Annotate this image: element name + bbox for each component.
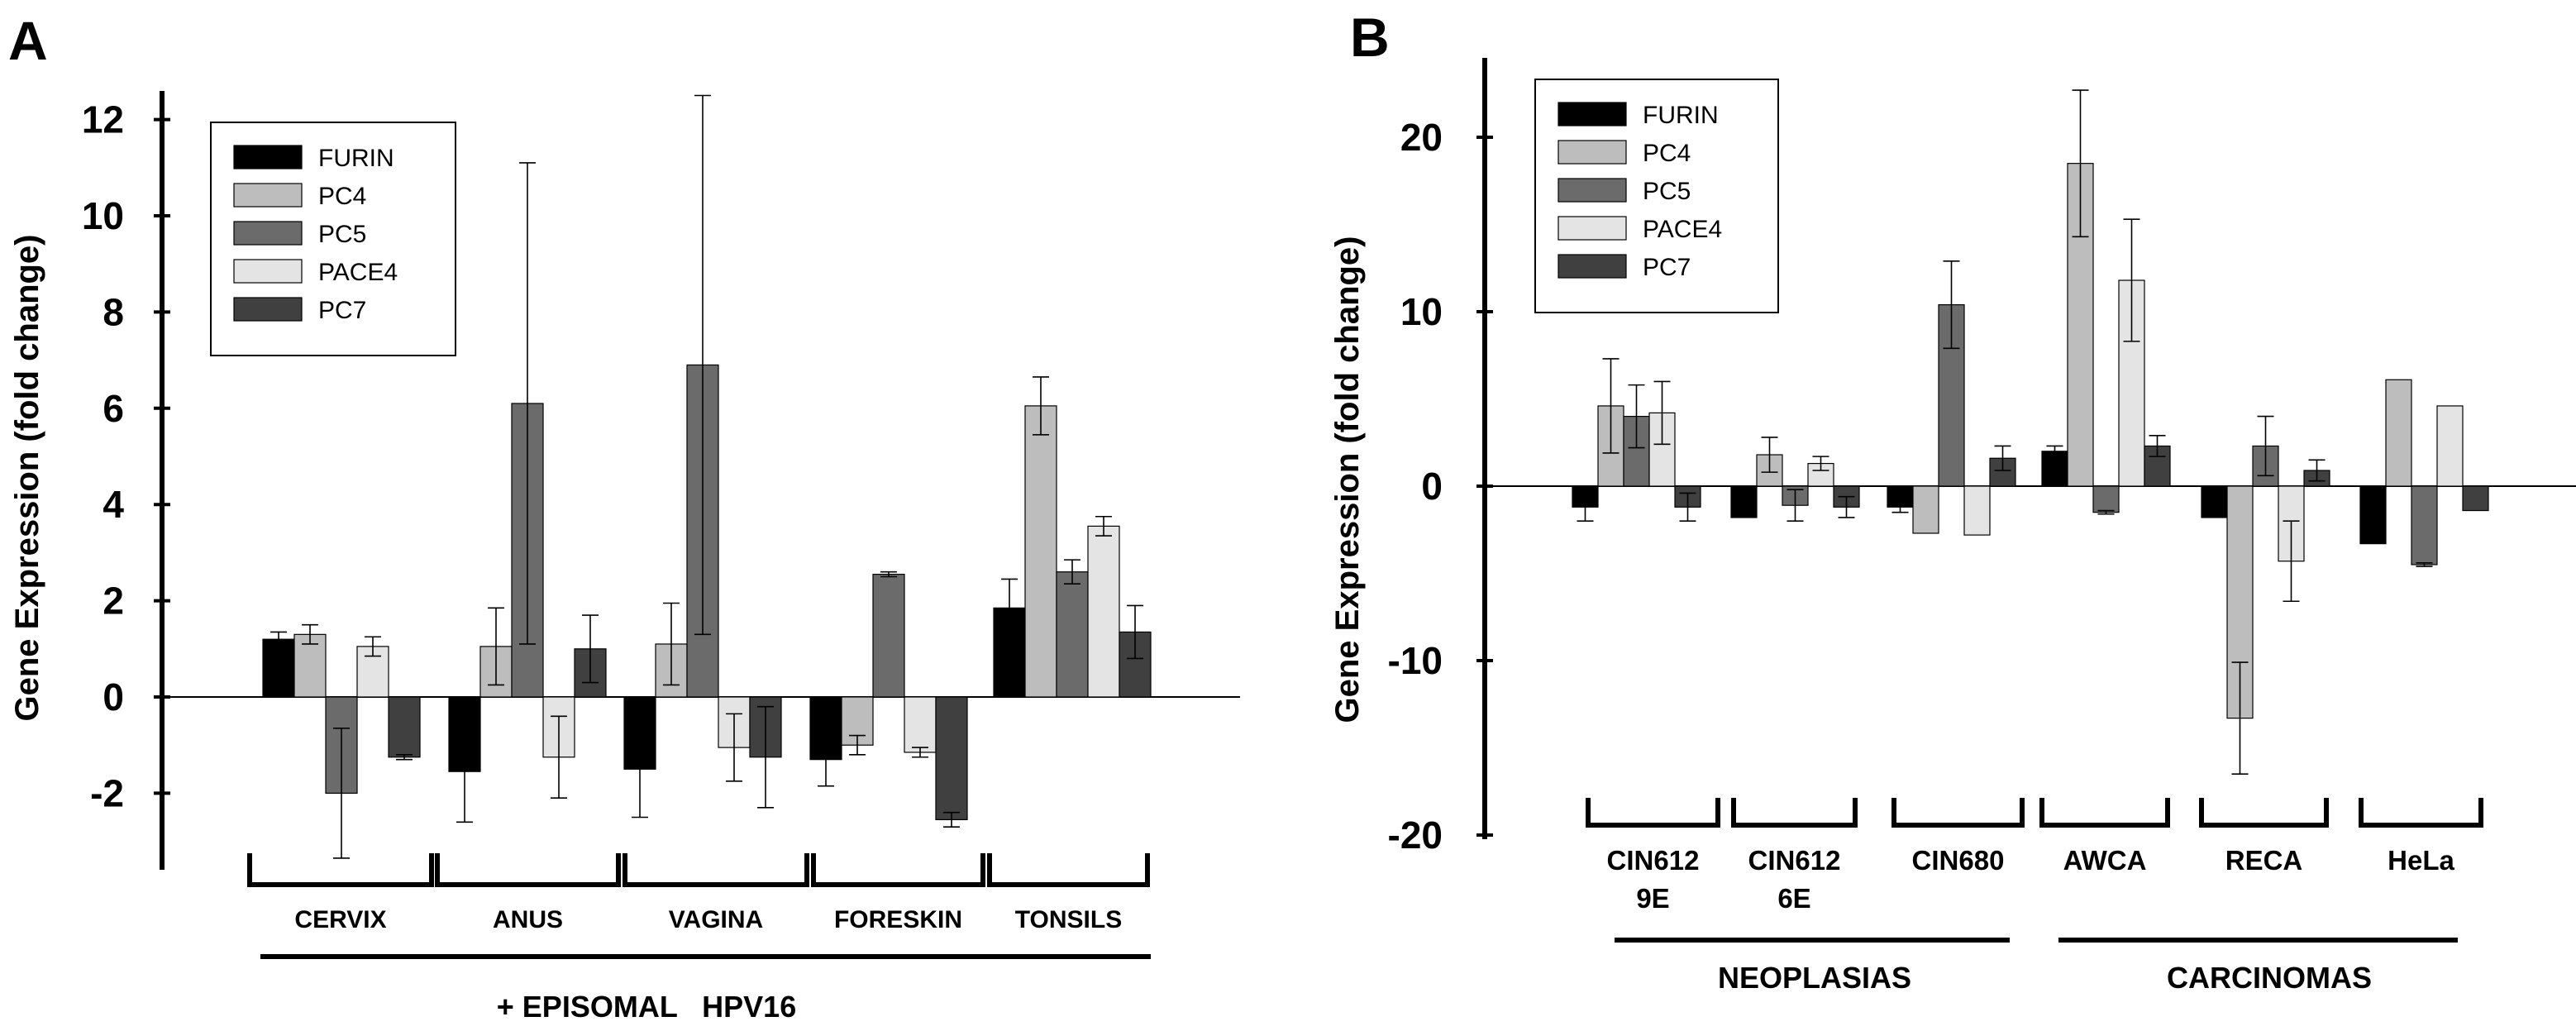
panel-b-group-bracket [2199, 798, 2329, 828]
panel-b-legend-label-pc4: PC4 [1643, 140, 1691, 167]
panel-a-legend-label-furin: FURIN [318, 145, 394, 172]
panel-b-bar-pc7 [2462, 485, 2489, 512]
panel-a-category-label: ANUS [493, 906, 563, 933]
panel-a-group-bracket [811, 853, 985, 887]
panel-b-category-label: 6E [1777, 883, 1810, 914]
panel-a-legend-swatch-furin [233, 145, 303, 169]
panel-a-legend-swatch-pace4 [233, 259, 303, 284]
panel-b-group-bracket [1891, 798, 2025, 828]
panel-a-episomal-label: + EPISOMAL HPV16 [497, 990, 796, 1024]
panel-b-y-tick-label: 0 [1421, 465, 1443, 508]
panel-b-legend-swatch-pc7 [1558, 254, 1627, 279]
panel-b-bar-pace4 [2436, 405, 2464, 487]
panel-a-bar-pc5 [1056, 571, 1089, 698]
panel-b-bar-pc5 [2092, 485, 2120, 513]
panel-a-bar-pace4 [1087, 525, 1120, 698]
panel-b-legend-label-pc5: PC5 [1643, 178, 1691, 205]
panel-b-category-label: 9E [1636, 883, 1669, 914]
panel-b-legend-swatch-pc4 [1558, 140, 1627, 165]
panel-a-y-tick-label: 6 [103, 387, 124, 430]
panel-a-y-tick-label: 12 [82, 98, 124, 141]
panel-b-category-label: CIN612 [1748, 845, 1841, 876]
panel-a-bar-pc7 [388, 696, 421, 758]
panel-b-y-tick-label: -20 [1388, 814, 1443, 857]
panel-a-category-label: CERVIX [294, 906, 386, 933]
panel-a-bar-pc5 [872, 573, 905, 698]
panel-b-legend-swatch-furin [1558, 102, 1627, 126]
panel-a-y-tick-label: 8 [103, 290, 124, 333]
panel-b-bar-furin [2359, 485, 2387, 545]
panel-a-y-axis-title: Gene Expression (fold change) [9, 234, 45, 721]
panel-b-bar-furin [1730, 485, 1758, 518]
panel-a-legend-swatch-pc5 [233, 221, 303, 246]
panel-b-bar-pc4 [1912, 485, 1939, 534]
panel-b-bar-pace4 [1648, 412, 1676, 487]
panel-a-group-bracket [247, 853, 434, 887]
panel-b-legend: FURIN PC4 PC5 PACE4 PC7 [1534, 79, 1779, 313]
panel-b-y-tick-label: 20 [1400, 116, 1443, 159]
panel-b-y-tick-label: -10 [1388, 639, 1443, 682]
panel-b-category-label: RECA [2225, 845, 2303, 876]
panel-b-group-bracket [2039, 798, 2170, 828]
panel-a-legend-label-pc5: PC5 [318, 221, 366, 248]
panel-a-y-tick-label: 0 [103, 675, 124, 718]
panel-a-bar-pc4 [293, 633, 327, 698]
panel-b-legend-label-pace4: PACE4 [1643, 216, 1722, 243]
panel-a-category-label: TONSILS [1015, 906, 1122, 933]
panel-b-category-label: AWCA [2063, 845, 2147, 876]
panel-b-legend-swatch-pc5 [1558, 178, 1627, 203]
panel-b-bar-furin [2201, 485, 2228, 518]
panel-b-bar-pace4 [1963, 485, 1991, 536]
panel-a-legend-label-pc7: PC7 [318, 297, 366, 324]
panel-b-y-tick-label: 10 [1400, 290, 1443, 333]
panel-a-legend-swatch-pc4 [233, 183, 303, 208]
panel-a-legend: FURIN PC4 PC5 PACE4 PC7 [210, 122, 456, 356]
panel-b-label: B [1350, 7, 1390, 68]
panel-b-y-axis-title: Gene Expression (fold change) [1329, 236, 1366, 723]
panel-b-legend-label-pc7: PC7 [1643, 254, 1691, 281]
panel-b-group-bracket [2359, 798, 2483, 828]
panel-a-bar-pc4 [1024, 405, 1057, 698]
panel-a-legend-label-pc4: PC4 [318, 183, 366, 210]
panel-a-group-bracket [623, 853, 809, 887]
panel-a-label: A [8, 10, 48, 71]
panel-a-category-label: FORESKIN [834, 906, 962, 933]
panel-b-category-label: CIN680 [1912, 845, 2005, 876]
panel-a-bar-pace4 [904, 696, 937, 753]
panel-a-bar-pc7 [935, 696, 968, 821]
panel-a-y-tick-label: 4 [103, 483, 124, 526]
panel-b-legend-label-furin: FURIN [1643, 102, 1719, 129]
panel-b-neoplasias-label: NEOPLASIAS [1718, 961, 1911, 995]
panel-a-legend-label-pace4: PACE4 [318, 259, 398, 286]
panel-a-y-tick-label: -2 [90, 771, 124, 814]
panel-a-legend-swatch-pc7 [233, 297, 303, 322]
panel-a-y-tick-label: 2 [103, 580, 124, 623]
panel-b-bar-pc5 [2411, 485, 2438, 566]
panel-b-bar-pc4 [2385, 379, 2412, 487]
panel-a-bar-furin [262, 638, 295, 698]
panel-a-chart: A Gene Expression (fold change) -2 0 2 4 6 8 1… [8, 10, 1240, 1024]
panel-b-group-bracket [1731, 798, 1858, 828]
panel-b-carcinomas-label: CARCINOMAS [2167, 961, 2372, 995]
panel-b-chart: B Gene Expression (fold change) -20 -10 0 1… [1329, 7, 2576, 995]
panel-a-group-bracket [987, 853, 1150, 887]
panel-b-category-label: HeLa [2388, 845, 2454, 876]
panel-a-group-bracket [435, 853, 621, 887]
panel-a-category-label: VAGINA [669, 906, 763, 933]
panel-b-group-bracket [1586, 798, 1720, 828]
panel-a-y-tick-label: 10 [82, 194, 124, 237]
panel-b-legend-swatch-pace4 [1558, 216, 1627, 241]
panel-b-category-label: CIN612 [1607, 845, 1700, 876]
